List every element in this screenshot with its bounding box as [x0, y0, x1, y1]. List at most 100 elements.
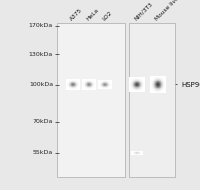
Text: 70kDa: 70kDa	[33, 119, 53, 124]
Bar	[132, 80, 133, 81]
Bar	[141, 90, 142, 91]
Bar	[136, 86, 137, 87]
Bar	[139, 88, 140, 89]
Bar	[76, 88, 77, 89]
Bar	[131, 77, 132, 78]
Text: 130kDa: 130kDa	[29, 52, 53, 57]
Bar	[130, 87, 131, 88]
Bar	[152, 90, 153, 91]
Bar	[77, 79, 78, 80]
Bar	[136, 77, 137, 78]
Bar	[85, 80, 86, 81]
Bar	[150, 76, 151, 77]
Bar	[133, 89, 134, 90]
Bar	[92, 89, 93, 90]
Bar	[151, 86, 152, 87]
Bar	[106, 81, 107, 82]
Bar	[109, 88, 110, 89]
Bar	[74, 79, 75, 80]
Bar	[150, 83, 151, 84]
Bar	[162, 84, 163, 85]
Bar	[82, 88, 83, 89]
Bar	[143, 88, 144, 89]
Bar	[154, 81, 155, 82]
Bar	[89, 89, 90, 90]
Bar	[88, 81, 89, 82]
Bar	[82, 85, 83, 86]
Bar	[88, 88, 89, 89]
Bar	[129, 87, 130, 88]
Bar	[83, 87, 84, 88]
Bar	[89, 85, 90, 86]
Bar	[164, 90, 165, 91]
Bar	[133, 83, 134, 84]
Bar	[99, 83, 100, 84]
Bar	[69, 84, 70, 85]
Bar	[135, 83, 136, 84]
Bar	[76, 85, 77, 86]
Bar	[134, 80, 135, 81]
Bar	[134, 78, 135, 79]
Bar	[90, 88, 91, 89]
Bar	[107, 80, 108, 81]
Bar	[161, 92, 162, 93]
Bar	[93, 79, 94, 80]
Bar	[129, 83, 130, 84]
Bar	[82, 87, 83, 88]
Bar	[142, 81, 143, 82]
Bar	[143, 84, 144, 85]
Bar	[134, 87, 135, 88]
Bar	[141, 78, 142, 79]
Bar	[76, 87, 77, 88]
Bar	[140, 86, 141, 87]
Bar	[68, 85, 69, 86]
Bar	[142, 83, 143, 84]
Bar	[98, 86, 99, 87]
Bar	[70, 81, 71, 82]
Bar	[92, 83, 93, 84]
Bar	[153, 80, 154, 81]
Bar	[107, 81, 108, 82]
Bar	[111, 80, 112, 81]
Bar	[159, 83, 160, 84]
Bar	[144, 80, 145, 81]
Bar	[157, 77, 158, 78]
Bar	[162, 80, 163, 81]
Bar	[161, 85, 162, 86]
Bar	[131, 89, 132, 90]
Bar	[109, 85, 110, 86]
Bar	[151, 85, 152, 86]
Bar	[73, 84, 74, 85]
Bar	[91, 86, 92, 87]
Bar	[75, 86, 76, 87]
Bar	[87, 88, 88, 89]
Bar	[111, 84, 112, 85]
Bar	[95, 79, 96, 80]
Bar	[75, 85, 76, 86]
Bar	[77, 86, 78, 87]
Bar	[134, 91, 135, 92]
Bar	[153, 76, 154, 77]
Bar	[72, 80, 73, 81]
Bar	[141, 85, 142, 86]
Bar	[76, 83, 77, 84]
Bar	[68, 79, 69, 80]
Bar	[151, 89, 152, 90]
Bar	[142, 79, 143, 80]
Bar	[136, 84, 137, 85]
Bar	[159, 81, 160, 82]
Bar	[139, 84, 140, 85]
Bar	[164, 85, 165, 86]
Bar	[93, 85, 94, 86]
Bar	[67, 81, 68, 82]
Bar	[89, 84, 90, 85]
Bar	[159, 92, 160, 93]
Bar	[153, 82, 154, 83]
Bar	[106, 88, 107, 89]
Bar	[129, 84, 130, 85]
Bar	[142, 90, 143, 91]
Bar	[161, 78, 162, 79]
Bar	[86, 85, 87, 86]
Bar	[143, 79, 144, 80]
Bar	[73, 86, 74, 87]
